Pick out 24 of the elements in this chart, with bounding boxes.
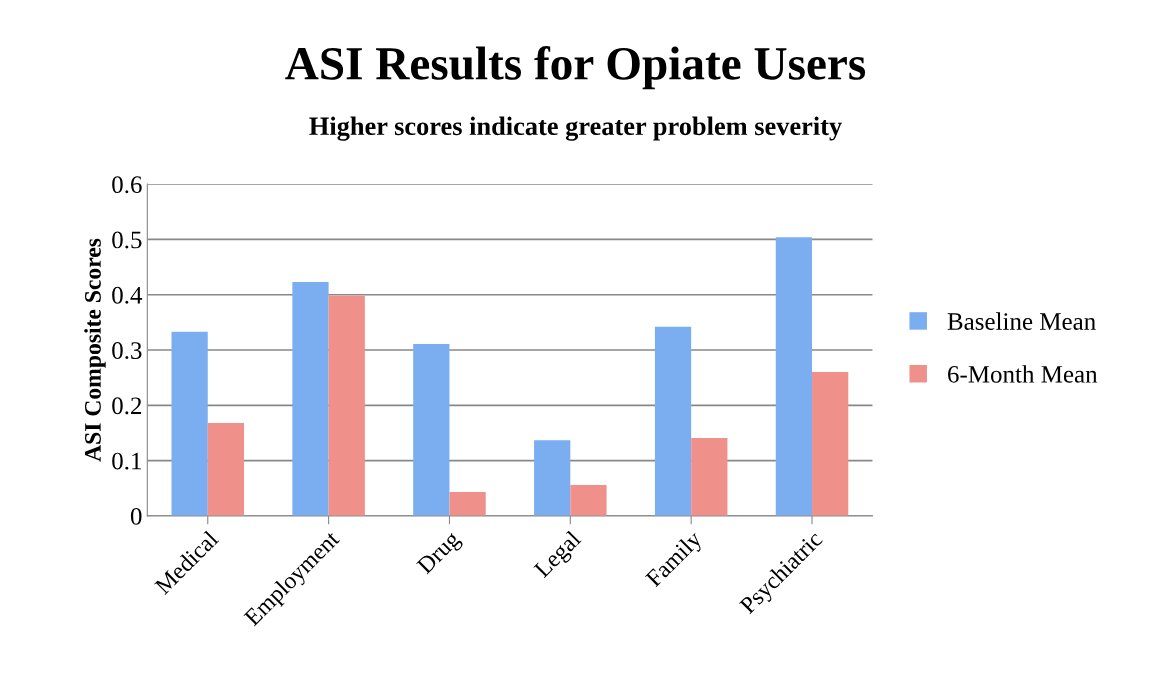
bar	[654, 326, 692, 516]
y-tick-label: 0.2	[112, 397, 142, 415]
chart-subtitle: Higher scores indicate greater problem severity	[309, 116, 842, 141]
bar	[413, 343, 450, 516]
chart-title: ASI Results for Opiate Users	[285, 46, 866, 90]
bar	[207, 422, 245, 516]
y-tick-label: 0.5	[112, 231, 142, 249]
bar	[812, 372, 849, 516]
bar	[691, 437, 728, 516]
bar	[328, 295, 365, 516]
y-tick-label: 0.6	[112, 176, 142, 194]
bar	[292, 282, 329, 516]
legend-label: Baseline Mean	[947, 312, 1096, 330]
bar	[570, 484, 607, 516]
y-tick-label: 0.4	[112, 286, 143, 304]
y-tick-label: 0	[130, 507, 142, 525]
y-tick-label: 0.3	[112, 342, 142, 360]
bar	[449, 492, 486, 516]
bar	[775, 237, 813, 516]
bar	[534, 440, 571, 516]
bar	[171, 331, 208, 516]
y-tick-label: 0.1	[112, 452, 141, 470]
y-axis-title: ASI Composite Scores	[84, 238, 106, 462]
legend-label: 6-Month Mean	[948, 365, 1098, 383]
